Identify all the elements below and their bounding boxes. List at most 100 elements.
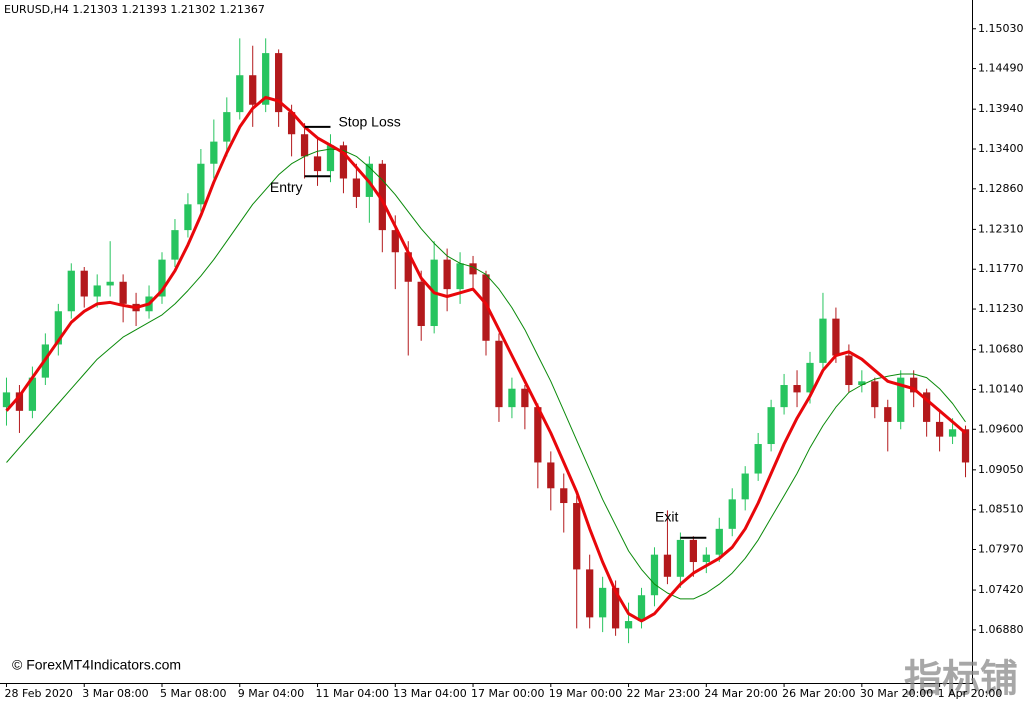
- candle-body: [378, 163, 386, 231]
- candle-body: [249, 75, 257, 105]
- annotation: Exit: [655, 508, 678, 524]
- watermark: 指标铺: [904, 657, 1018, 701]
- candle-body: [313, 156, 322, 172]
- candle-body: [223, 112, 231, 142]
- candle-body: [300, 134, 309, 157]
- y-tick-label: 1.06880: [978, 623, 1024, 636]
- candle-body: [28, 377, 37, 411]
- candle-body: [780, 385, 788, 408]
- candle-body: [715, 528, 723, 555]
- annotation: Stop Loss: [338, 114, 400, 130]
- candle-body: [67, 270, 75, 312]
- x-tick-label: 5 Mar 08:00: [160, 687, 226, 700]
- moving-average: [5, 95, 967, 623]
- candle-body: [184, 204, 192, 231]
- candle-body: [2, 392, 11, 408]
- y-tick-label: 1.15030: [978, 22, 1024, 35]
- candle-body: [391, 230, 399, 253]
- candle-body: [171, 230, 179, 260]
- candle-body: [767, 407, 775, 445]
- moving-average: [6, 148, 966, 600]
- candle-body: [871, 381, 879, 408]
- candle-body: [287, 112, 296, 135]
- candle-body: [676, 539, 685, 577]
- candle-body: [404, 252, 412, 282]
- candle-body: [326, 145, 335, 172]
- candle-body: [210, 141, 218, 164]
- candle-body: [417, 281, 425, 327]
- y-tick-label: 1.14490: [978, 62, 1024, 75]
- candle-body: [573, 503, 581, 570]
- x-tick-label: 19 Mar 00:00: [549, 687, 622, 700]
- candle-body: [663, 554, 672, 577]
- candle-body: [935, 421, 944, 437]
- y-tick-label: 1.07420: [978, 583, 1024, 596]
- candle-body: [845, 355, 853, 386]
- x-tick-label: 28 Feb 2020: [4, 687, 72, 700]
- candle-body: [650, 554, 659, 596]
- candle-body: [702, 554, 710, 563]
- y-tick-label: 1.12860: [978, 182, 1024, 195]
- x-tick-label: 22 Mar 23:00: [627, 687, 700, 700]
- x-tick-label: 24 Mar 20:00: [704, 687, 777, 700]
- y-tick-label: 1.12310: [978, 222, 1024, 235]
- y-tick-label: 1.11230: [978, 302, 1024, 315]
- candle-body: [586, 569, 594, 618]
- candle-body: [741, 473, 749, 500]
- candle-body: [495, 340, 503, 408]
- candle-body: [884, 407, 892, 422]
- candle-body: [262, 53, 270, 105]
- candle-body: [948, 429, 957, 437]
- x-tick-label: 9 Mar 04:00: [238, 687, 304, 700]
- candle-body: [819, 318, 827, 363]
- candle-body: [54, 311, 62, 345]
- candle-body: [339, 145, 348, 179]
- candle-body: [547, 462, 555, 489]
- candle-body: [106, 281, 114, 286]
- candle-body: [119, 281, 127, 304]
- candle-body: [832, 318, 840, 356]
- candle-body: [352, 178, 361, 197]
- candle-body: [482, 274, 490, 341]
- candle-body: [793, 385, 801, 393]
- copyright: © ForexMT4Indicators.com: [12, 657, 181, 673]
- candle-body: [806, 362, 814, 393]
- x-tick-label: 13 Mar 04:00: [393, 687, 466, 700]
- candle-body: [80, 270, 88, 297]
- candle-body: [93, 285, 101, 297]
- y-tick-label: 1.11770: [978, 262, 1024, 275]
- candle-body: [456, 263, 464, 290]
- x-tick-label: 3 Mar 08:00: [82, 687, 148, 700]
- annotation: Entry: [270, 179, 303, 195]
- x-tick-label: 17 Mar 00:00: [471, 687, 544, 700]
- candle-body: [637, 595, 646, 622]
- x-tick-label: 26 Mar 20:00: [782, 687, 855, 700]
- candle-body: [923, 392, 931, 422]
- y-tick-label: 1.13940: [978, 102, 1024, 115]
- candle-body: [443, 259, 451, 290]
- y-tick-label: 1.09050: [978, 463, 1024, 476]
- y-tick-label: 1.10140: [978, 382, 1024, 395]
- candle-body: [521, 388, 529, 408]
- candle-body: [560, 488, 568, 504]
- candle-body: [158, 259, 166, 297]
- candle-body: [275, 53, 283, 113]
- x-tick-label: 11 Mar 04:00: [316, 687, 389, 700]
- candle-body: [910, 377, 918, 393]
- candle-body: [236, 75, 244, 113]
- y-tick-label: 1.07970: [978, 542, 1024, 555]
- candle-body: [15, 392, 24, 411]
- candle-body: [599, 587, 607, 618]
- candle-body: [197, 163, 205, 205]
- x-tick-label: 30 Mar 20:00: [860, 687, 933, 700]
- candle-body: [469, 263, 477, 275]
- candle-body: [897, 377, 905, 422]
- candle-body: [961, 429, 970, 463]
- candle-body: [624, 621, 633, 629]
- candle-body: [728, 499, 736, 529]
- candle-body: [689, 539, 697, 563]
- y-tick-label: 1.08510: [978, 503, 1024, 516]
- candle-body: [534, 407, 542, 463]
